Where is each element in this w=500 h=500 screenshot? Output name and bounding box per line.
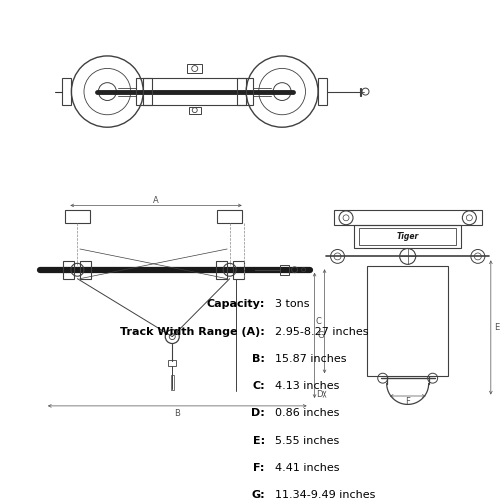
Bar — [237, 78, 246, 105]
Bar — [354, 225, 461, 248]
Text: 11.34-9.49 inches: 11.34-9.49 inches — [274, 490, 375, 500]
Text: C: C — [316, 317, 322, 326]
Bar — [217, 210, 242, 223]
Text: 4.41 inches: 4.41 inches — [274, 463, 339, 473]
Bar — [80, 261, 92, 278]
Text: A: A — [153, 196, 159, 205]
Bar — [367, 266, 448, 376]
Bar — [62, 78, 72, 105]
Text: B: B — [174, 409, 180, 418]
Text: E:: E: — [252, 436, 264, 446]
Text: F:: F: — [254, 463, 264, 473]
Bar — [216, 261, 226, 278]
Text: Track Width Range (A):: Track Width Range (A): — [120, 326, 264, 336]
Text: Tiger: Tiger — [396, 232, 419, 241]
Text: 5.55 inches: 5.55 inches — [274, 436, 339, 446]
Text: F: F — [406, 398, 410, 406]
Bar — [144, 78, 152, 105]
Bar — [168, 360, 176, 366]
Text: B:: B: — [252, 354, 264, 364]
Bar — [360, 228, 456, 244]
Text: C:: C: — [252, 381, 264, 391]
Bar — [171, 375, 174, 390]
Text: E: E — [494, 323, 500, 332]
Bar — [232, 261, 243, 278]
Text: D: D — [316, 390, 323, 399]
Bar — [318, 78, 327, 105]
Text: 3 tons: 3 tons — [274, 300, 309, 310]
Bar — [65, 210, 90, 223]
Text: G: G — [318, 331, 324, 340]
Text: G:: G: — [251, 490, 264, 500]
Bar — [187, 64, 202, 73]
Text: Capacity:: Capacity: — [206, 300, 264, 310]
Text: D:: D: — [251, 408, 264, 418]
Bar — [188, 106, 200, 114]
Text: 15.87 inches: 15.87 inches — [274, 354, 346, 364]
Text: 2.95-8.27 inches: 2.95-8.27 inches — [274, 326, 368, 336]
Bar — [64, 261, 74, 278]
Text: 0.86 inches: 0.86 inches — [274, 408, 339, 418]
Bar — [136, 78, 254, 105]
Bar — [334, 210, 482, 225]
Bar — [280, 265, 288, 274]
Text: 4.13 inches: 4.13 inches — [274, 381, 339, 391]
